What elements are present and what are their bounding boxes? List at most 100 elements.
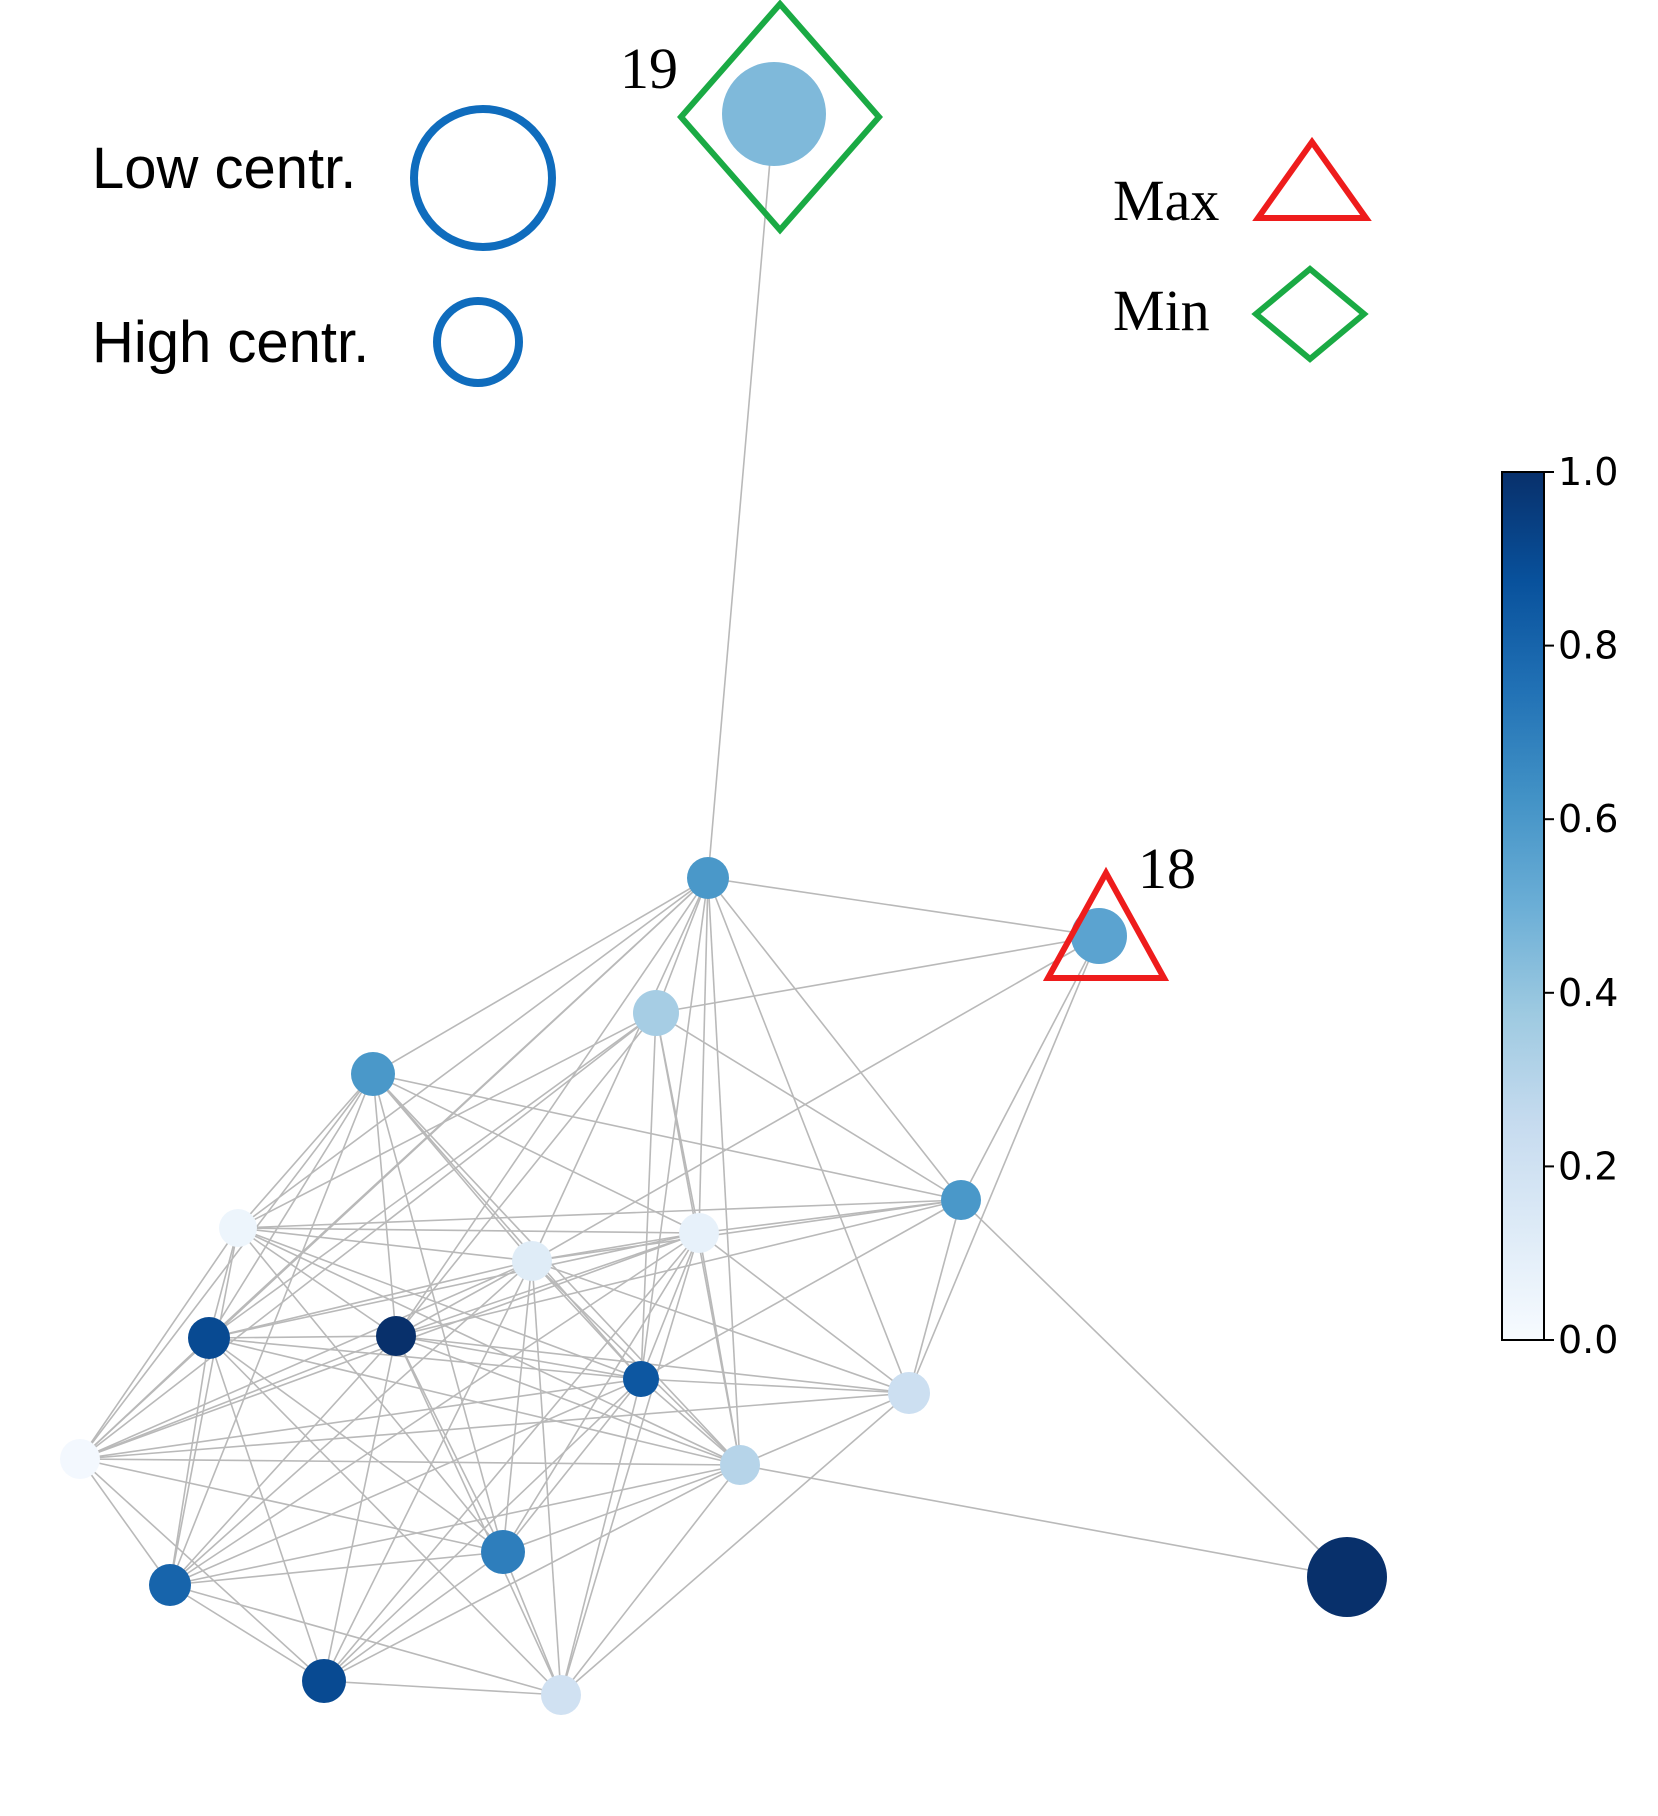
edge: [531, 935, 1100, 1262]
edge: [395, 1335, 562, 1696]
legend-high-centrality-label: High centr.: [92, 310, 369, 375]
edge: [502, 1551, 562, 1696]
edge: [79, 1458, 741, 1466]
edge: [531, 1232, 700, 1262]
edge: [640, 1378, 910, 1394]
edge: [169, 1551, 504, 1586]
edge: [640, 1378, 741, 1466]
node-n: [481, 1530, 525, 1574]
edge: [640, 877, 709, 1380]
edge: [640, 1232, 700, 1380]
edge: [169, 1584, 325, 1682]
colorbar: [1501, 471, 1545, 1341]
edge: [237, 1227, 397, 1337]
edge: [707, 877, 1100, 937]
colorbar-tick-label: 0.4: [1558, 971, 1618, 1015]
edge: [169, 1260, 533, 1586]
edge: [395, 1335, 741, 1466]
edge: [323, 1335, 397, 1682]
edge: [79, 1458, 504, 1553]
colorbar-tick-label: 0.0: [1558, 1318, 1618, 1362]
edge: [698, 1232, 741, 1466]
edge: [237, 877, 709, 1229]
colorbar-tick-label: 1.0: [1558, 450, 1618, 494]
edge: [395, 877, 709, 1337]
edge: [502, 1260, 533, 1553]
edge: [323, 1464, 741, 1682]
edge: [372, 1073, 962, 1201]
edge: [323, 1551, 504, 1682]
legend-low-centrality-label: Low centr.: [92, 136, 356, 201]
edge: [208, 1337, 562, 1696]
legend-min-diamond-icon: [1251, 265, 1369, 363]
min-node-diamond-marker: [677, 0, 883, 235]
node-e: [219, 1209, 257, 1247]
legend-low-centrality-circle-icon: [410, 105, 556, 251]
colorbar-tick-label: 0.2: [1558, 1144, 1618, 1188]
edge: [208, 1260, 533, 1339]
node-18: [1071, 908, 1127, 964]
node-m: [720, 1445, 760, 1485]
edge: [323, 1378, 642, 1682]
edge: [79, 1337, 210, 1460]
edge: [208, 1232, 700, 1339]
edge: [79, 1378, 642, 1460]
edge: [169, 1337, 210, 1586]
edge: [323, 1680, 562, 1696]
edge: [531, 877, 709, 1262]
edge: [237, 1073, 374, 1229]
edge: [502, 1464, 741, 1553]
max-node-label: 18: [1138, 836, 1196, 901]
edge: [208, 1073, 374, 1339]
legend-high-centrality-circle-icon: [433, 297, 523, 387]
edge: [79, 1012, 657, 1460]
legend-max-triangle-icon: [1252, 136, 1372, 221]
node-i: [376, 1316, 416, 1356]
edge: [560, 1392, 910, 1696]
edge: [208, 1337, 741, 1466]
node-19: [722, 62, 826, 166]
node-b: [633, 990, 679, 1036]
colorbar-ticks: 0.0 0.2 0.4 0.6 0.8 1.0: [1544, 450, 1618, 1362]
node-j: [623, 1361, 659, 1397]
node-r: [1307, 1537, 1387, 1617]
edge: [208, 1337, 325, 1682]
edge: [237, 1227, 700, 1234]
edge: [707, 877, 962, 1201]
edge: [372, 877, 709, 1075]
edge: [372, 1073, 700, 1234]
network-nodes: [60, 62, 1387, 1715]
edge: [395, 1260, 533, 1337]
max-node-triangle-marker: [1042, 866, 1170, 981]
node-a: [687, 857, 729, 899]
edge: [531, 1199, 962, 1262]
edge: [79, 1392, 910, 1460]
edge: [698, 877, 709, 1234]
edge: [169, 1378, 642, 1586]
node-h: [188, 1317, 230, 1359]
node-p: [302, 1659, 346, 1703]
edge: [395, 1012, 657, 1337]
colorbar-tick-label: 0.6: [1558, 797, 1618, 841]
edge: [739, 1464, 1348, 1578]
edge: [560, 1464, 741, 1696]
edge: [79, 1073, 374, 1460]
edge: [208, 1335, 397, 1339]
edge: [372, 1073, 642, 1380]
edge: [79, 1458, 325, 1682]
edge: [79, 1458, 171, 1586]
edge: [531, 1260, 910, 1394]
node-d: [941, 1180, 981, 1220]
edge: [502, 1232, 700, 1553]
edge: [237, 1227, 504, 1553]
edge: [739, 1392, 910, 1466]
edge: [79, 1227, 239, 1460]
edge: [237, 1227, 642, 1380]
edge: [655, 1012, 962, 1201]
edge: [707, 877, 910, 1394]
node-g: [679, 1213, 719, 1253]
edge: [79, 1335, 397, 1460]
edge: [395, 1335, 642, 1380]
node-k: [888, 1372, 930, 1414]
edge: [208, 1337, 504, 1553]
